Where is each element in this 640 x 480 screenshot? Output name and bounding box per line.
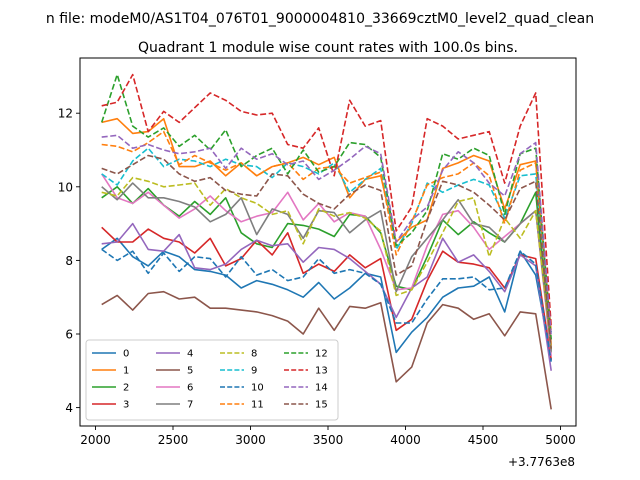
legend-label-13: 13 (315, 366, 328, 377)
y-tick-label: 10 (58, 180, 73, 194)
legend-label-9: 9 (251, 366, 257, 377)
series-line-9 (101, 147, 552, 333)
legend-label-5: 5 (187, 366, 193, 377)
legend-label-6: 6 (187, 383, 193, 394)
series-line-8 (101, 176, 552, 349)
x-axis: 2000 2500 3000 3500 4000 4500 5000 (80, 426, 576, 447)
chart-title: Quadrant 1 module wise count rates with … (138, 40, 518, 56)
legend-label-0: 0 (123, 349, 129, 360)
series-line-5 (101, 290, 552, 410)
series-line-12 (100, 73, 552, 340)
x-tick-label: 2500 (158, 433, 189, 447)
x-tick-label: 2000 (80, 433, 111, 447)
series-line-14 (101, 134, 552, 336)
x-axis-offset-label: +3.7763e8 (508, 455, 575, 469)
legend-box (85, 339, 339, 421)
y-tick-label: 12 (58, 107, 73, 121)
series-line-3 (101, 226, 552, 360)
legend-label-10: 10 (251, 383, 264, 394)
legend-label-11: 11 (251, 400, 264, 411)
series-line-13 (101, 73, 552, 327)
y-tick-label: 4 (65, 401, 73, 415)
legend-label-7: 7 (187, 400, 193, 411)
series-layer (100, 73, 552, 410)
legend-label-4: 4 (187, 349, 193, 360)
series-line-4 (101, 222, 552, 371)
legend-label-12: 12 (315, 349, 328, 360)
series-line-0 (101, 237, 552, 360)
y-tick-label: 8 (65, 254, 73, 268)
series-line-7 (101, 182, 552, 351)
x-tick-label: 3500 (313, 433, 344, 447)
figure-title: n file: modeM0/AS1T04_076T01_9000004810_… (46, 11, 594, 27)
x-tick-label: 3000 (235, 433, 266, 447)
series-line-10 (101, 248, 552, 362)
legend-label-15: 15 (315, 400, 328, 411)
legend-label-8: 8 (251, 349, 257, 360)
y-tick-label: 6 (65, 328, 73, 342)
legend-label-14: 14 (315, 383, 328, 394)
x-tick-label: 4000 (390, 433, 421, 447)
series-line-15 (101, 154, 552, 349)
x-tick-label: 4500 (468, 433, 499, 447)
legend-label-2: 2 (123, 383, 129, 394)
y-axis: 4 6 8 10 12 (58, 107, 80, 415)
legend-label-1: 1 (123, 366, 129, 377)
legend-label-3: 3 (123, 400, 129, 411)
x-tick-label: 5000 (545, 433, 576, 447)
series-line-11 (101, 130, 552, 333)
